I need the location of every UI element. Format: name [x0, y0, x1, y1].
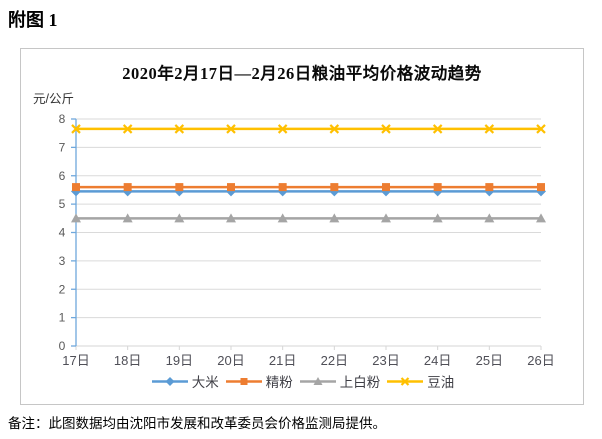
- y-axis: 0 1 2 3 4 5 6 7 8: [59, 112, 77, 353]
- y-tick-label: 6: [59, 169, 66, 183]
- legend-label: 精粉: [265, 375, 293, 390]
- data-point: [484, 124, 495, 134]
- x-marker-icon: [387, 376, 424, 386]
- legend-label: 豆油: [427, 375, 455, 390]
- data-point: [226, 124, 236, 134]
- data-point: [123, 183, 132, 192]
- data-point: [174, 213, 185, 223]
- y-tick-label: 0: [59, 339, 66, 353]
- x-tick-label: 22日: [321, 353, 348, 368]
- price-trend-plot: 17日 18日 19日 20日 21日 22日 23日 24日 25日 26日 0 1 2 3 4 5 6 7 8: [59, 112, 555, 368]
- data-point: [400, 376, 410, 386]
- y-tick-label: 5: [59, 197, 66, 211]
- figure-heading: 附图 1: [8, 10, 58, 30]
- x-tick-label: 24日: [424, 353, 451, 368]
- data-point: [382, 183, 390, 192]
- x-tick-label: 18日: [114, 353, 141, 368]
- legend-item: 大米: [150, 371, 219, 391]
- y-tick-label: 3: [59, 254, 66, 268]
- data-point: [432, 213, 443, 223]
- data-point: [536, 124, 546, 134]
- data-point: [537, 183, 545, 192]
- x-tick-label: 26日: [527, 353, 554, 368]
- chart-container: 2020年2月17日—2月26日粮油平均价格波动趋势 元/公斤 17日 18日 19…: [20, 48, 584, 405]
- data-point: [329, 124, 340, 134]
- data-point: [277, 124, 288, 134]
- data-point: [278, 183, 287, 192]
- triangle-marker-icon: [299, 376, 336, 385]
- data-point: [329, 213, 340, 223]
- gridlines: [76, 118, 541, 319]
- data-point: [226, 213, 236, 223]
- data-point: [122, 124, 133, 134]
- y-axis-unit-label: 元/公斤: [33, 92, 74, 106]
- diamond-marker-icon: [151, 376, 188, 386]
- x-axis: 17日 18日 19日 20日 21日 22日 23日 24日 25日 26日: [62, 345, 555, 368]
- legend-item: 精粉: [224, 371, 293, 391]
- source-note: 备注：此图数据均由沈阳市发展和改革委员会价格监测局提供。: [8, 416, 386, 431]
- legend-label: 大米: [191, 375, 219, 390]
- data-point: [175, 183, 184, 192]
- x-tick-label: 21日: [269, 353, 296, 368]
- chart-legend: 大米 精粉 上白粉 豆油: [21, 369, 583, 393]
- data-point: [313, 376, 323, 385]
- y-tick-label: 1: [59, 311, 66, 325]
- y-tick-label: 8: [59, 112, 66, 126]
- data-point: [381, 213, 391, 223]
- data-point: [72, 183, 80, 192]
- data-point: [165, 376, 175, 386]
- data-point: [330, 183, 339, 192]
- data-point: [227, 183, 235, 192]
- data-point: [484, 213, 495, 223]
- y-tick-label: 2: [59, 282, 66, 296]
- data-point: [432, 124, 443, 134]
- data-point: [71, 124, 81, 134]
- data-point: [174, 124, 185, 134]
- y-tick-label: 4: [59, 226, 66, 240]
- legend-item: 豆油: [385, 371, 454, 391]
- data-point: [240, 377, 248, 385]
- data-point: [381, 124, 391, 134]
- data-point: [485, 183, 494, 192]
- legend-item: 上白粉: [298, 371, 381, 391]
- x-tick-label: 17日: [62, 353, 89, 368]
- x-tick-label: 19日: [166, 353, 193, 368]
- data-point: [433, 183, 442, 192]
- x-tick-label: 20日: [217, 353, 244, 368]
- data-point: [277, 213, 288, 223]
- series-line: [71, 124, 546, 134]
- x-tick-label: 23日: [372, 353, 399, 368]
- data-point: [122, 213, 133, 223]
- y-tick-label: 7: [59, 140, 66, 154]
- series-line: [72, 183, 545, 192]
- x-tick-label: 25日: [476, 353, 503, 368]
- legend-label: 上白粉: [339, 375, 381, 390]
- data-point: [71, 213, 81, 223]
- series-line: [71, 213, 546, 223]
- data-point: [536, 213, 546, 223]
- chart-title: 2020年2月17日—2月26日粮油平均价格波动趋势: [122, 64, 482, 83]
- square-marker-icon: [225, 377, 262, 385]
